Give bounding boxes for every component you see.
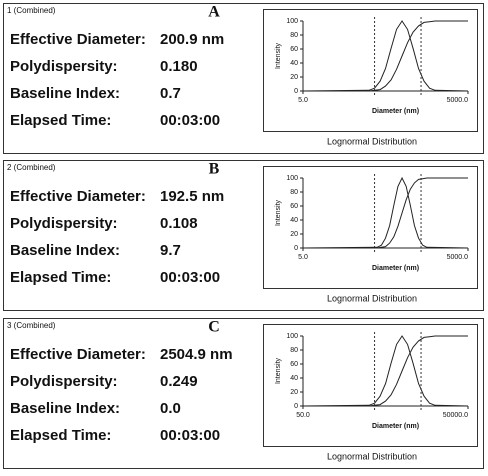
y-tick-label: 0	[294, 403, 298, 410]
chart-caption: Lognormal Distribution	[327, 293, 417, 303]
series-line	[302, 20, 469, 92]
y-tick-label: 100	[286, 175, 298, 182]
row-label: Baseline Index:	[10, 400, 120, 417]
x-tick-label: 5000.0	[447, 97, 469, 104]
y-tick-label: 100	[286, 333, 298, 340]
chart-box	[263, 324, 478, 447]
row-label: Effective Diameter:	[10, 31, 146, 48]
row-label: Baseline Index:	[10, 85, 120, 102]
row-value: 0.7	[160, 85, 181, 102]
y-tick-label: 20	[290, 74, 298, 81]
x-tick-label: 5.0	[298, 254, 308, 261]
panel-header: 1 (Combined)	[7, 6, 56, 15]
y-axis-label: Intensity	[275, 199, 282, 226]
y-axis-label: Intensity	[275, 357, 282, 384]
y-tick-label: 20	[290, 389, 298, 396]
series-line	[303, 177, 468, 249]
y-tick-label: 0	[294, 245, 298, 252]
row-value: 00:03:00	[160, 112, 220, 129]
series-line	[302, 335, 469, 407]
row-value: 200.9 nm	[160, 31, 224, 48]
panel-border	[3, 318, 484, 469]
row-label: Polydispersity:	[10, 215, 118, 232]
x-axis-label: Diameter (nm)	[372, 423, 419, 430]
x-tick-label: 50.0	[296, 412, 310, 419]
x-axis-label: Diameter (nm)	[372, 265, 419, 272]
y-tick-label: 60	[290, 46, 298, 53]
y-tick-label: 40	[290, 60, 298, 67]
y-tick-label: 80	[290, 347, 298, 354]
chart-box	[263, 166, 478, 289]
x-tick-label: 5.0	[298, 97, 308, 104]
panel-header: 3 (Combined)	[7, 321, 56, 330]
y-tick-label: 60	[290, 203, 298, 210]
chart-caption: Lognormal Distribution	[327, 451, 417, 461]
series-line	[303, 20, 468, 92]
row-value: 0.249	[160, 373, 198, 390]
y-tick-label: 60	[290, 361, 298, 368]
panel-letter: B	[209, 161, 220, 178]
row-label: Polydispersity:	[10, 373, 118, 390]
panel-border	[3, 160, 484, 311]
row-label: Effective Diameter:	[10, 346, 146, 363]
row-label: Elapsed Time:	[10, 269, 111, 286]
row-label: Elapsed Time:	[10, 427, 111, 444]
y-tick-label: 40	[290, 217, 298, 224]
row-label: Effective Diameter:	[10, 188, 146, 205]
panel-header: 2 (Combined)	[7, 163, 56, 172]
row-value: 0.180	[160, 58, 198, 75]
panel-letter: C	[208, 319, 220, 336]
row-label: Polydispersity:	[10, 58, 118, 75]
series-line	[303, 335, 468, 407]
panel: 2 (Combined) B Effective Diameter: 192.5 nm…	[3, 160, 484, 311]
series-line	[302, 176, 469, 249]
y-tick-label: 80	[290, 189, 298, 196]
y-tick-label: 40	[290, 375, 298, 382]
row-value: 192.5 nm	[160, 188, 224, 205]
panel: 1 (Combined) A Effective Diameter: 200.9 nm…	[3, 3, 484, 154]
y-tick-label: 0	[294, 88, 298, 95]
y-axis-label: Intensity	[275, 42, 282, 69]
row-value: 0.0	[160, 400, 181, 417]
chart-box	[263, 9, 478, 132]
y-tick-label: 20	[290, 231, 298, 238]
row-value: 9.7	[160, 242, 181, 259]
row-label: Baseline Index:	[10, 242, 120, 259]
x-tick-label: 50000.0	[443, 412, 468, 419]
panel-letter: A	[208, 4, 220, 21]
row-value: 00:03:00	[160, 269, 220, 286]
row-label: Elapsed Time:	[10, 112, 111, 129]
panel-border	[3, 3, 484, 154]
panel: 3 (Combined) C Effective Diameter: 2504.9 n…	[3, 318, 484, 469]
y-tick-label: 80	[290, 32, 298, 39]
chart-caption: Lognormal Distribution	[327, 136, 417, 146]
x-tick-label: 5000.0	[447, 254, 469, 261]
row-value: 00:03:00	[160, 427, 220, 444]
row-value: 2504.9 nm	[160, 346, 233, 363]
row-value: 0.108	[160, 215, 198, 232]
x-axis-label: Diameter (nm)	[372, 108, 419, 115]
y-tick-label: 100	[286, 18, 298, 25]
